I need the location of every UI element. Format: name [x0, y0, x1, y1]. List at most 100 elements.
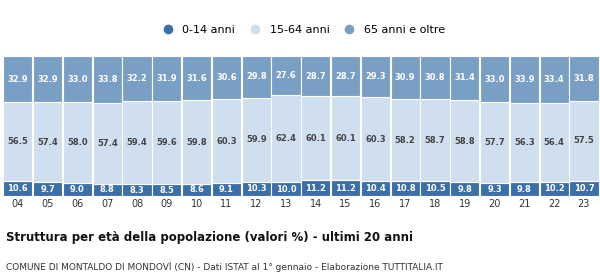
- Bar: [182, 56, 211, 100]
- Bar: [152, 56, 181, 101]
- Bar: [450, 56, 479, 100]
- Text: 9.7: 9.7: [40, 185, 55, 194]
- Bar: [92, 184, 122, 196]
- Text: 57.4: 57.4: [37, 138, 58, 147]
- Text: 56.3: 56.3: [514, 138, 535, 147]
- Text: 8.8: 8.8: [100, 185, 115, 194]
- Bar: [510, 103, 539, 182]
- Text: 58.0: 58.0: [67, 138, 88, 147]
- Bar: [63, 183, 92, 196]
- Bar: [152, 184, 181, 196]
- Bar: [3, 56, 32, 102]
- Bar: [212, 183, 241, 196]
- Bar: [331, 96, 360, 180]
- Bar: [450, 100, 479, 182]
- Text: 59.4: 59.4: [127, 138, 148, 147]
- Bar: [33, 56, 62, 102]
- Text: 10.7: 10.7: [574, 184, 594, 193]
- Text: 33.8: 33.8: [97, 75, 118, 84]
- Text: Struttura per età della popolazione (valori %) - ultimi 20 anni: Struttura per età della popolazione (val…: [6, 231, 413, 244]
- Bar: [569, 101, 599, 181]
- Bar: [33, 102, 62, 183]
- Bar: [421, 181, 449, 196]
- Bar: [510, 182, 539, 196]
- Bar: [331, 180, 360, 196]
- Bar: [450, 182, 479, 196]
- Text: 58.2: 58.2: [395, 136, 416, 145]
- Text: 9.8: 9.8: [517, 185, 532, 194]
- Text: 9.0: 9.0: [70, 185, 85, 194]
- Bar: [63, 102, 92, 183]
- Text: 11.2: 11.2: [305, 184, 326, 193]
- Bar: [301, 180, 331, 196]
- Text: 10.5: 10.5: [425, 184, 445, 193]
- Bar: [391, 99, 420, 181]
- Bar: [361, 181, 390, 196]
- Bar: [242, 98, 271, 181]
- Text: 10.0: 10.0: [275, 185, 296, 193]
- Bar: [480, 102, 509, 183]
- Bar: [122, 101, 152, 184]
- Bar: [122, 184, 152, 196]
- Text: 11.2: 11.2: [335, 184, 356, 193]
- Text: COMUNE DI MONTALDO DI MONDOVÌ (CN) - Dati ISTAT al 1° gennaio - Elaborazione TUT: COMUNE DI MONTALDO DI MONDOVÌ (CN) - Dat…: [6, 262, 443, 272]
- Bar: [569, 56, 599, 101]
- Bar: [361, 56, 390, 97]
- Bar: [391, 181, 420, 196]
- Text: 33.0: 33.0: [484, 74, 505, 84]
- Text: 27.6: 27.6: [275, 71, 296, 80]
- Text: 10.3: 10.3: [246, 184, 266, 193]
- Text: 9.8: 9.8: [457, 185, 472, 194]
- Bar: [152, 101, 181, 184]
- Text: 33.4: 33.4: [544, 75, 565, 84]
- Text: 10.8: 10.8: [395, 184, 415, 193]
- Bar: [3, 102, 32, 181]
- Text: 31.4: 31.4: [454, 73, 475, 83]
- Text: 31.8: 31.8: [574, 74, 594, 83]
- Bar: [480, 56, 509, 102]
- Bar: [63, 56, 92, 102]
- Bar: [271, 95, 301, 182]
- Text: 8.5: 8.5: [160, 186, 174, 195]
- Bar: [92, 103, 122, 184]
- Text: 30.8: 30.8: [425, 73, 445, 82]
- Text: 31.6: 31.6: [186, 74, 207, 83]
- Text: 29.8: 29.8: [246, 72, 266, 81]
- Text: 57.4: 57.4: [97, 139, 118, 148]
- Bar: [271, 56, 301, 95]
- Bar: [569, 181, 599, 196]
- Text: 10.6: 10.6: [8, 184, 28, 193]
- Bar: [92, 56, 122, 103]
- Text: 60.1: 60.1: [335, 134, 356, 143]
- Bar: [182, 100, 211, 184]
- Text: 28.7: 28.7: [335, 72, 356, 81]
- Text: 60.3: 60.3: [365, 135, 386, 144]
- Text: 32.9: 32.9: [37, 74, 58, 83]
- Text: 58.7: 58.7: [425, 136, 445, 145]
- Text: 10.4: 10.4: [365, 184, 386, 193]
- Bar: [122, 56, 152, 101]
- Bar: [301, 56, 331, 96]
- Bar: [361, 97, 390, 181]
- Text: 28.7: 28.7: [305, 72, 326, 81]
- Text: 33.0: 33.0: [67, 74, 88, 84]
- Bar: [421, 56, 449, 99]
- Text: 32.2: 32.2: [127, 74, 148, 83]
- Text: 56.4: 56.4: [544, 138, 565, 147]
- Bar: [182, 184, 211, 196]
- Bar: [539, 56, 569, 103]
- Bar: [33, 183, 62, 196]
- Bar: [212, 99, 241, 183]
- Bar: [331, 56, 360, 96]
- Bar: [212, 56, 241, 99]
- Bar: [271, 182, 301, 196]
- Text: 57.5: 57.5: [574, 136, 594, 145]
- Text: 60.1: 60.1: [305, 134, 326, 143]
- Text: 8.3: 8.3: [130, 186, 145, 195]
- Text: 29.3: 29.3: [365, 72, 386, 81]
- Text: 10.2: 10.2: [544, 184, 565, 193]
- Bar: [242, 56, 271, 98]
- Text: 30.6: 30.6: [216, 73, 237, 82]
- Text: 59.9: 59.9: [246, 135, 266, 144]
- Text: 32.9: 32.9: [8, 74, 28, 83]
